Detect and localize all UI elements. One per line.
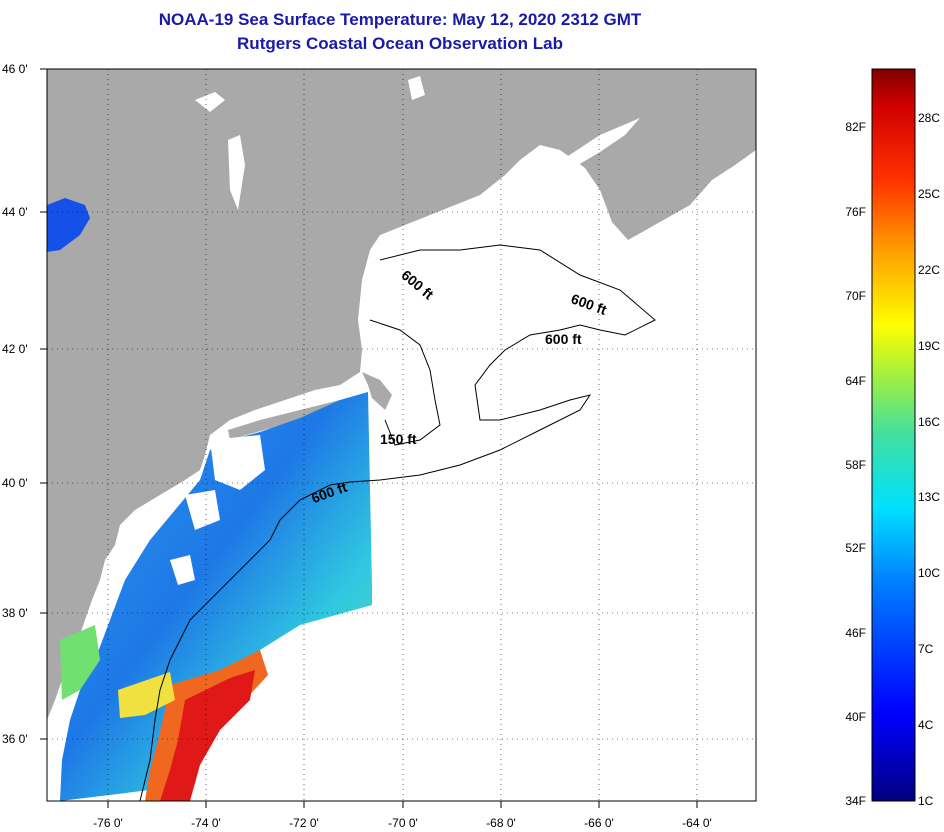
f-label-52: 52F [845,541,866,555]
lat-label-38: 38 0' [2,606,28,620]
f-label-34: 34F [845,794,866,808]
c-label-7: 7C [918,642,934,656]
c-label-19: 19C [918,339,940,353]
c-label-16: 16C [918,415,940,429]
f-label-46: 46F [845,626,866,640]
f-label-70: 70F [845,289,866,303]
f-label-40: 40F [845,710,866,724]
land-mass [47,69,756,720]
bathymetry-contours [139,244,656,801]
c-label-22: 22C [918,263,940,277]
lon-label-72: -72 0' [289,816,319,830]
map-subtitle: Rutgers Coastal Ocean Observation Lab [237,34,563,53]
lon-label-76: -76 0' [93,816,123,830]
c-label-4: 4C [918,718,934,732]
colorbar [871,68,916,802]
contour-label-600ft-3: 600 ft [545,331,582,347]
c-label-28: 28C [918,111,940,125]
map-frame [46,68,757,802]
lon-label-68: -68 0' [486,816,516,830]
lat-label-40: 40 0' [2,476,28,490]
lake-ontario [47,198,90,252]
f-label-76: 76F [845,205,866,219]
contour-label-150ft: 150 ft [380,431,417,447]
lon-label-74: -74 0' [191,816,221,830]
nova-scotia [560,95,745,238]
colorbar-fahrenheit-labels: 82F 76F 70F 64F 58F 52F 46F 40F 34F [845,120,866,808]
lat-label-46: 46 0' [2,62,28,76]
c-label-13: 13C [918,490,940,504]
lat-label-42: 42 0' [2,342,28,356]
f-label-58: 58F [845,458,866,472]
lon-label-70: -70 0' [388,816,418,830]
f-label-64: 64F [845,374,866,388]
lat-label-36: 36 0' [2,732,28,746]
graticule [47,69,756,801]
axis-ticks [40,68,698,808]
c-label-1: 1C [918,794,934,808]
f-label-82: 82F [845,120,866,134]
cape-cod [362,372,392,410]
colorbar-celsius-labels: 28C 25C 22C 19C 16C 13C 10C 7C 4C 1C [918,111,940,808]
map-area: 600 ft 600 ft 600 ft 150 ft 600 ft [47,69,756,801]
c-label-10: 10C [918,566,940,580]
c-label-25: 25C [918,187,940,201]
lon-label-66: -66 0' [584,816,614,830]
map-title: NOAA-19 Sea Surface Temperature: May 12,… [158,10,642,29]
lon-label-64: -64 0' [682,816,712,830]
lat-label-44: 44 0' [2,205,28,219]
